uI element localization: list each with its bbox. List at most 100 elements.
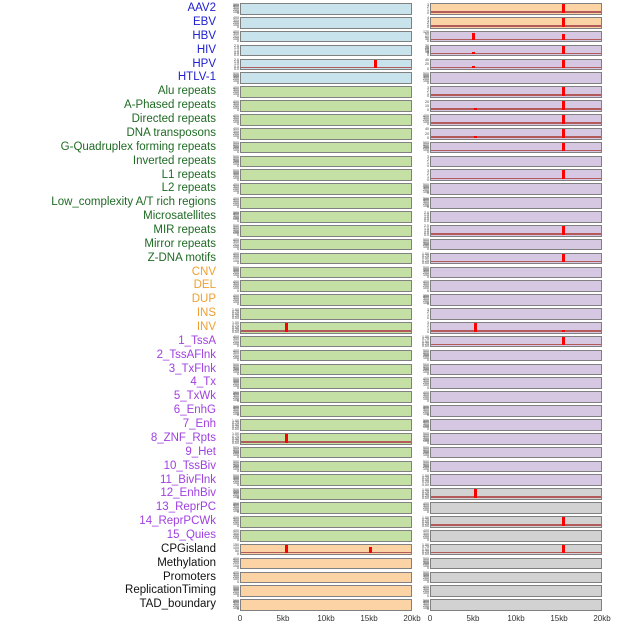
track-panel-left (240, 252, 412, 265)
y-tick-label: 300 (233, 18, 239, 23)
track-panel-right (430, 3, 602, 15)
track-cell-left: 500 400 300 200 100 0 (222, 460, 412, 473)
y-tick-label: 400 (423, 113, 429, 118)
track-spike (285, 322, 289, 332)
y-tick-label: 0 (237, 579, 239, 584)
track-cell-left: 500 400 300 200 100 0 (222, 502, 412, 514)
track-panel-left (240, 44, 412, 57)
y-tick-label: 300 (423, 531, 429, 536)
y-axis-ticks: 400 300 200 100 0 (412, 280, 430, 292)
y-tick-label: 100 (233, 508, 239, 513)
y-tick-label: 2 (427, 310, 429, 315)
track-baseline (241, 441, 411, 443)
x-tick-label: 5kb (276, 614, 290, 623)
y-axis-ticks: 400 300 200 100 0 (222, 197, 240, 209)
y-tick-label: 400 (423, 390, 429, 395)
x-axis-right: 0 5kb 10kb 15kb 20kb (412, 614, 611, 628)
track-panel-left (240, 599, 412, 611)
track-cell-right: 400 300 200 100 0 (412, 280, 602, 292)
y-tick-label: 300 (233, 408, 239, 413)
y-axis-ticks: 500 400 300 200 100 0 (222, 447, 240, 459)
y-axis-ticks: 40 20 0 (412, 128, 430, 140)
y-tick-label: 0.25 (422, 480, 429, 485)
track-panel-right (430, 238, 602, 251)
y-tick-label: 200 (233, 77, 239, 82)
track-panel-right (430, 16, 602, 29)
y-tick-label: 60 (425, 34, 429, 39)
y-tick-label: 300 (233, 269, 239, 274)
y-tick-label: 0 (427, 538, 429, 543)
x-tick-label: 0 (427, 614, 433, 623)
track-cell-right: 500 400 300 200 100 0 (412, 405, 602, 417)
y-tick-label: 400 (423, 143, 429, 148)
track-panel-right (430, 460, 602, 473)
track-row: AAV2 500 400 300 200 100 0 3 2 1 0 (0, 2, 630, 16)
y-tick-label: 200 (233, 353, 239, 358)
y-tick-label: 300 (233, 366, 239, 371)
y-tick-label: 100 (233, 384, 239, 389)
track-label: AAV2 (187, 2, 216, 15)
y-tick-label: 500 (233, 598, 239, 603)
y-tick-label: 100 (233, 217, 239, 222)
y-tick-label: 200 (233, 174, 239, 179)
track-spike (373, 59, 377, 69)
y-tick-label: 500 (423, 460, 429, 465)
track-label: HIV (196, 43, 216, 56)
track-panel-left (240, 432, 412, 445)
y-axis-ticks: 400 300 200 100 0 (222, 294, 240, 306)
track-label: 7_Enh (182, 418, 216, 431)
track-row: 11_BivFlnk 500 400 300 200 100 0 1.00 0.75 0.50 0.… (0, 473, 630, 487)
y-axis-ticks: 500 400 300 200 100 0 (222, 488, 240, 500)
y-tick-label: 1.0 (234, 48, 239, 53)
y-tick-label: 0 (237, 191, 239, 196)
y-axis-ticks: 1.00 0.75 0.50 0.25 0.00 (222, 433, 240, 445)
track-cell-left: 1.00 0.75 0.50 0.25 0.00 (222, 419, 412, 431)
track-panel-right (430, 155, 602, 168)
track-cell-right: 500 400 300 200 100 0 (412, 446, 602, 459)
track-panel-right (430, 321, 602, 334)
track-cell-right: 40 20 0 (412, 58, 602, 71)
y-tick-label: 1.5 (424, 226, 429, 231)
track-cell-left: 500 400 300 200 100 0 (222, 488, 412, 500)
track-cell-right: 500 400 300 200 100 0 (412, 141, 602, 154)
y-tick-label: 0 (237, 177, 239, 182)
y-tick-label: 4 (427, 16, 429, 21)
track-baseline (431, 177, 601, 180)
y-tick-label: 400 (233, 16, 239, 21)
y-tick-label: 400 (233, 293, 239, 298)
track-spike (561, 517, 565, 526)
y-tick-label: 200 (233, 131, 239, 136)
track-baseline (241, 551, 411, 554)
x-tick-label: 10kb (317, 614, 335, 623)
y-axis-ticks: 500 400 300 200 100 0 (412, 599, 430, 611)
y-tick-label: 100 (233, 92, 239, 97)
track-cell-right: 400 300 200 100 0 (412, 391, 602, 403)
y-tick-label: 0.00 (422, 344, 429, 349)
track-baseline (431, 496, 601, 498)
y-axis-ticks: 1.00 0.75 0.50 0.25 0.00 (412, 488, 430, 500)
track-cell-right: 20 10 0 (412, 100, 602, 112)
y-tick-label: 0 (427, 191, 429, 196)
y-tick-label: 200 (423, 604, 429, 609)
y-tick-label: 0 (237, 25, 239, 30)
track-row: EBV 400 300 200 100 0 4 3 2 1 0 (0, 16, 630, 30)
y-tick-label: 0 (237, 468, 239, 473)
track-cell-left: 400 300 200 100 0 (222, 294, 412, 306)
y-tick-label: 100 (233, 300, 239, 305)
track-cell-left: 500 400 300 200 100 0 (222, 3, 412, 15)
track-label: 3_TxFlnk (168, 362, 216, 375)
track-row: INV 1.00 0.75 0.50 0.25 0.00 3 2 1 0 (0, 321, 630, 335)
y-tick-label: 200 (233, 575, 239, 580)
track-panel-left (240, 349, 412, 362)
track-cell-left: 500 400 300 200 100 0 (222, 155, 412, 168)
y-tick-label: 200 (233, 382, 239, 387)
track-label: Microsatellites (143, 210, 216, 223)
y-tick-label: 400 (233, 113, 239, 118)
track-cell-left: 500 400 300 200 100 0 (222, 211, 412, 223)
track-panel-left (240, 100, 412, 112)
y-tick-label: 200 (423, 423, 429, 428)
y-axis-ticks: 400 300 200 100 0 (222, 280, 240, 292)
y-tick-label: 200 (233, 256, 239, 261)
y-axis-ticks: 1.00 0.75 0.50 0.25 0.00 (222, 308, 240, 320)
